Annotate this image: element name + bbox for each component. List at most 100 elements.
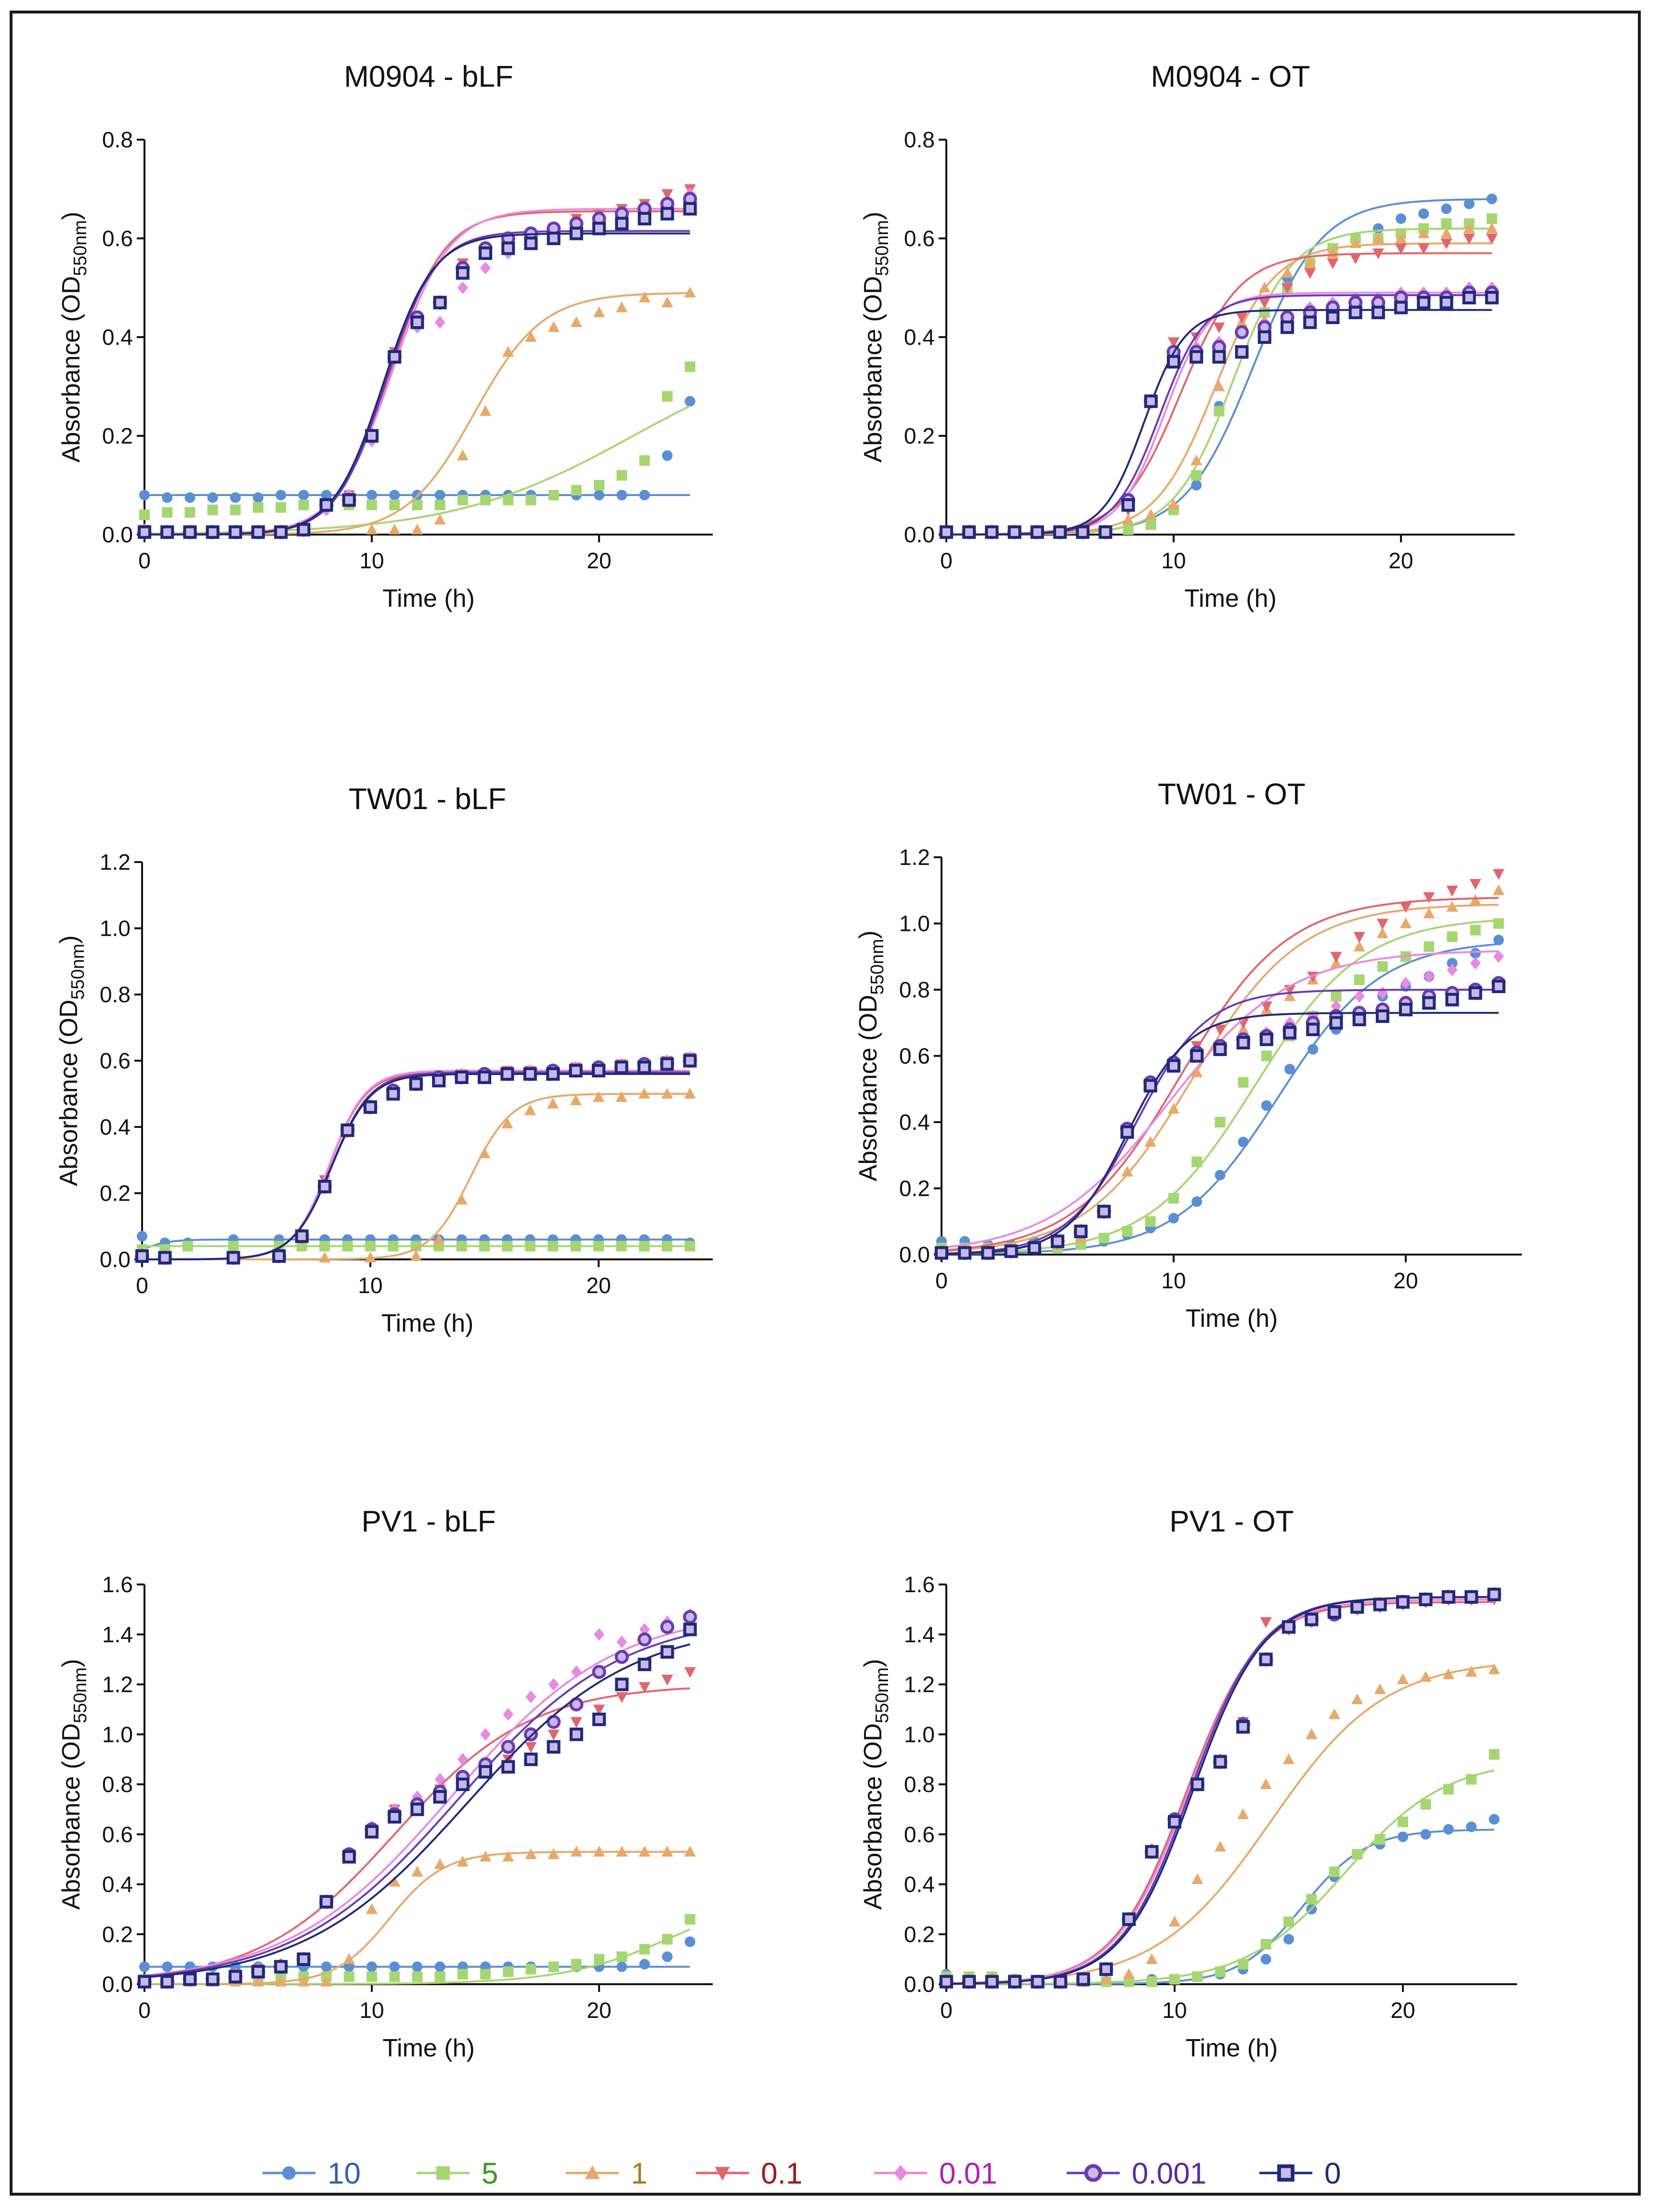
data-point-0 xyxy=(569,1064,583,1078)
data-point-0.01 xyxy=(1354,990,1365,1003)
fit-line-0.001 xyxy=(946,1596,1494,1985)
data-point-0.01 xyxy=(503,1708,514,1721)
data-point-5 xyxy=(365,1241,376,1252)
data-point-1 xyxy=(1492,884,1504,895)
data-point-0 xyxy=(137,525,152,539)
data-point-5 xyxy=(228,1241,239,1252)
series-0.001 xyxy=(137,192,697,539)
data-point-0 xyxy=(1074,1224,1088,1238)
data-point-5 xyxy=(548,1241,559,1252)
data-point-10 xyxy=(412,1961,423,1972)
legend-label: 0.1 xyxy=(761,2157,802,2190)
fit-line-0.01 xyxy=(142,1070,690,1260)
data-point-1 xyxy=(1281,267,1294,278)
data-point-0 xyxy=(1236,1035,1250,1050)
data-point-10 xyxy=(616,1961,628,1972)
legend-marker xyxy=(1277,2164,1295,2182)
data-point-5 xyxy=(184,507,196,518)
data-point-5 xyxy=(662,1241,673,1252)
data-point-0.1 xyxy=(1349,253,1361,264)
data-point-1 xyxy=(1465,1665,1478,1677)
data-point-5 xyxy=(593,1241,604,1252)
data-point-0 xyxy=(569,1728,583,1741)
y-tick-label: 1.6 xyxy=(102,1572,133,1597)
data-point-0 xyxy=(1441,1590,1455,1604)
y-tick-label: 1.0 xyxy=(100,916,131,941)
data-point-0 xyxy=(1030,525,1044,539)
data-point-0.001 xyxy=(615,1649,629,1664)
data-point-5 xyxy=(207,504,218,515)
y-axis-label: Absorbance (OD550nm) xyxy=(859,1659,892,1910)
data-point-0 xyxy=(1375,1009,1389,1023)
data-point-10 xyxy=(1470,948,1481,959)
data-point-0 xyxy=(1282,1620,1296,1634)
data-point-1 xyxy=(298,1976,310,1987)
data-point-0 xyxy=(228,525,242,539)
data-point-1 xyxy=(1372,232,1384,243)
x-tick-label: 0 xyxy=(935,1268,948,1293)
data-point-0 xyxy=(456,1777,470,1792)
chart-title: M0904 - OT xyxy=(1151,60,1310,93)
data-point-0 xyxy=(433,296,447,310)
data-point-0 xyxy=(1076,525,1090,539)
data-point-1 xyxy=(410,1250,422,1261)
data-point-0 xyxy=(1417,296,1431,310)
x-tick-label: 10 xyxy=(1162,1998,1187,2023)
data-point-5 xyxy=(1215,1117,1226,1127)
data-point-0 xyxy=(1004,1244,1018,1258)
data-point-0 xyxy=(501,1760,515,1774)
data-point-0.001 xyxy=(592,1664,606,1679)
data-point-0 xyxy=(1329,1016,1343,1030)
data-point-0 xyxy=(319,1895,333,1909)
data-point-1 xyxy=(1168,1915,1181,1927)
data-point-5 xyxy=(1283,1916,1294,1927)
data-point-10 xyxy=(162,492,173,503)
data-point-0 xyxy=(160,525,174,539)
data-point-10 xyxy=(389,490,400,500)
series-10 xyxy=(941,194,1497,537)
data-point-10 xyxy=(1168,1213,1179,1224)
x-tick-label: 20 xyxy=(1393,1268,1418,1293)
data-point-10 xyxy=(616,490,628,500)
y-tick-label: 0.8 xyxy=(904,127,935,152)
y-tick-label: 0.0 xyxy=(899,1242,930,1267)
data-point-0 xyxy=(939,525,954,539)
data-point-5 xyxy=(182,1241,193,1252)
data-point-0 xyxy=(981,1246,995,1260)
data-point-0.1 xyxy=(1376,918,1388,930)
y-tick-label: 0.2 xyxy=(102,423,133,448)
x-axis-label: Time (h) xyxy=(1186,1305,1278,1333)
data-point-1 xyxy=(1486,222,1498,234)
data-point-0.01 xyxy=(1424,970,1435,983)
y-axis-label-end: ) xyxy=(859,1659,887,1667)
legend-marker xyxy=(436,2166,450,2180)
legend-label: 10 xyxy=(327,2157,361,2190)
data-point-5 xyxy=(343,1971,354,1982)
series-1 xyxy=(935,884,1504,1257)
data-point-0 xyxy=(1050,1234,1065,1248)
data-point-1 xyxy=(433,1233,445,1244)
x-tick-label: 10 xyxy=(358,1273,382,1298)
data-point-0.01 xyxy=(571,1665,582,1678)
data-point-10 xyxy=(321,490,332,500)
data-point-1 xyxy=(1191,1873,1203,1885)
data-point-1 xyxy=(1353,940,1365,952)
y-tick-label: 0.6 xyxy=(904,226,935,251)
data-point-0 xyxy=(135,1249,149,1263)
data-point-10 xyxy=(434,490,445,500)
data-point-0 xyxy=(547,231,561,246)
data-point-5 xyxy=(480,495,491,506)
data-point-10 xyxy=(1373,223,1384,234)
data-point-0 xyxy=(1487,1587,1501,1601)
x-tick-label: 10 xyxy=(1161,548,1186,573)
data-point-0.1 xyxy=(1463,234,1475,245)
data-point-5 xyxy=(571,484,582,496)
data-point-0.1 xyxy=(1330,952,1342,963)
data-point-5 xyxy=(548,1961,559,1972)
data-point-0 xyxy=(1259,1652,1273,1666)
data-point-5 xyxy=(1169,1974,1180,1985)
data-point-10 xyxy=(298,490,309,500)
data-point-1 xyxy=(456,1193,468,1205)
data-point-5 xyxy=(1331,991,1342,1002)
fit-line-0.1 xyxy=(144,210,690,536)
